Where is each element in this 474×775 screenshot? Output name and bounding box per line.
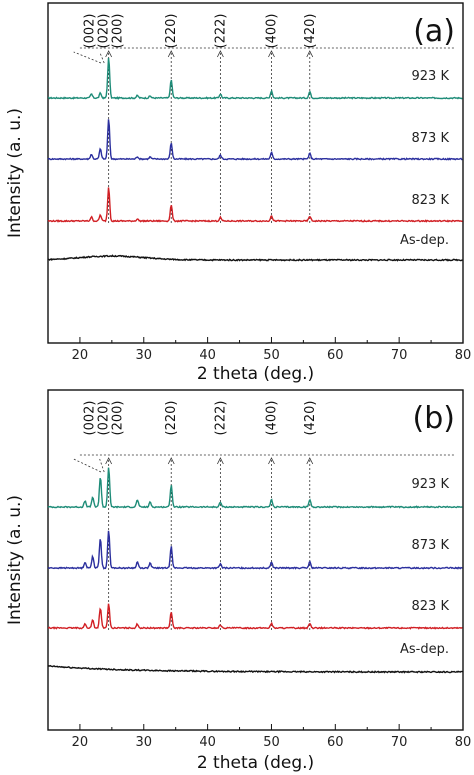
peak-guide-line — [99, 51, 105, 64]
series-line — [47, 119, 463, 161]
series-line — [47, 603, 463, 630]
x-tick-label: 40 — [199, 348, 216, 363]
peak-label: (200) — [111, 401, 126, 436]
series-line — [47, 467, 463, 509]
peak-guide-arrow — [306, 50, 314, 58]
panel-label: (b) — [413, 401, 455, 436]
x-tick-label: 30 — [135, 735, 152, 750]
peak-label: (400) — [264, 401, 279, 436]
series-label: 873 K — [412, 538, 450, 553]
x-tick-label: 20 — [72, 348, 89, 363]
series-label: As-dep. — [400, 233, 449, 248]
peak-guide-arrow — [268, 457, 275, 465]
peak-guide-arrow — [167, 457, 175, 465]
x-tick-label: 70 — [391, 735, 408, 750]
series-line — [47, 254, 463, 262]
peak-guide-arrow — [105, 457, 113, 465]
chart-panel-b: 20 30 40 50 60 70 80 2 theta (deg.) Intensity (a… — [5, 389, 472, 773]
peak-label: (220) — [164, 14, 179, 49]
peak-guide-arrow — [105, 50, 113, 58]
series-line — [47, 664, 463, 674]
peak-label: (002) — [83, 401, 98, 436]
x-tick-label: 60 — [327, 348, 344, 363]
peak-guide-arrow — [217, 50, 224, 58]
x-tick-label: 40 — [199, 735, 216, 750]
peak-label: (002) — [83, 14, 98, 49]
series-label: 823 K — [412, 599, 450, 614]
peak-label: (020) — [97, 401, 112, 436]
panel-label: (a) — [413, 14, 455, 49]
peak-guide-arrow — [268, 50, 275, 58]
x-axis-label: 2 theta (deg.) — [197, 753, 314, 773]
peak-label: (222) — [213, 14, 228, 49]
peak-label: (420) — [303, 14, 318, 49]
peak-guide-line — [73, 458, 102, 473]
plot-frame — [47, 2, 464, 344]
x-tick-label: 80 — [455, 735, 472, 750]
plot-frame — [47, 389, 464, 731]
y-axis-label: Intensity (a. u.) — [5, 108, 25, 238]
peak-label: (220) — [164, 401, 179, 436]
series-label: 823 K — [412, 193, 450, 208]
x-tick-label: 50 — [263, 735, 280, 750]
peak-label: (222) — [213, 401, 228, 436]
chart-panel-a: 20 30 40 50 60 70 80 2 theta (deg.) Intensity (a… — [5, 2, 472, 384]
peak-guide-line — [73, 51, 102, 64]
peak-guide-arrow — [217, 457, 224, 465]
series-line — [47, 187, 463, 223]
peak-label: (200) — [111, 14, 126, 49]
series-line — [48, 57, 463, 100]
x-tick-label: 20 — [72, 735, 89, 750]
peak-guide-arrow — [167, 50, 175, 58]
x-tick-label: 80 — [455, 348, 472, 363]
series-label: 923 K — [412, 477, 450, 492]
peak-label: (020) — [97, 14, 112, 49]
series-label: 873 K — [412, 131, 450, 146]
peak-label: (420) — [303, 401, 318, 436]
y-axis-label: Intensity (a. u.) — [5, 495, 25, 625]
x-tick-label: 60 — [327, 735, 344, 750]
series-label: 923 K — [412, 69, 450, 84]
x-tick-label: 50 — [263, 348, 280, 363]
x-tick-label: 30 — [135, 348, 152, 363]
x-axis-label: 2 theta (deg.) — [197, 364, 314, 384]
series-label: As-dep. — [400, 642, 449, 657]
series-line — [47, 530, 463, 570]
x-tick-label: 70 — [391, 348, 408, 363]
peak-guide-line — [99, 458, 105, 473]
peak-label: (400) — [264, 14, 279, 49]
peak-guide-arrow — [306, 457, 314, 465]
